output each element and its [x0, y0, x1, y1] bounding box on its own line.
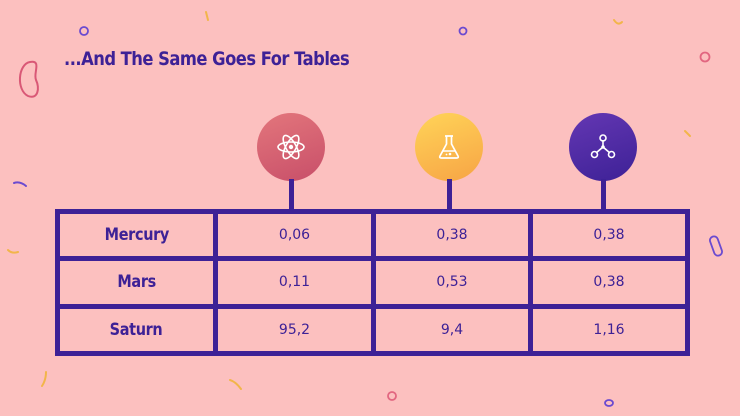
row-label-cell: Mercury — [55, 208, 218, 262]
table-cell: 0,38 — [528, 208, 690, 262]
table-row: Mercury 0,06 0,38 0,38 — [55, 208, 690, 262]
molecule-icon — [590, 134, 616, 159]
row-label-cell: Mars — [55, 256, 218, 309]
row-label: Mercury — [104, 225, 169, 246]
table-cell: 0,38 — [371, 208, 533, 262]
table-row: Saturn 95,2 9,4 1,16 — [55, 303, 690, 357]
slide-title: ...And The Same Goes For Tables — [64, 48, 350, 70]
column-header-3 — [569, 113, 639, 209]
column-icon-circle — [569, 113, 637, 181]
row-label: Saturn — [110, 319, 163, 340]
table-cell: 9,4 — [371, 303, 533, 357]
column-connector — [601, 179, 606, 209]
data-table: Mercury 0,06 0,38 0,38 Mars 0,11 0,53 0,… — [55, 208, 690, 357]
flask-icon — [438, 135, 460, 159]
table-cell: 0,53 — [371, 256, 533, 309]
atom-icon — [277, 134, 305, 160]
column-connector — [289, 179, 294, 209]
table-cell: 0,11 — [213, 256, 376, 309]
table-cell: 0,06 — [213, 208, 376, 262]
column-icon-circle — [415, 113, 483, 181]
table-cell: 1,16 — [528, 303, 690, 357]
row-label: Mars — [117, 272, 156, 293]
column-icon-circle — [257, 113, 325, 181]
table-row: Mars 0,11 0,53 0,38 — [55, 256, 690, 309]
row-label-cell: Saturn — [55, 303, 218, 357]
column-header-2 — [415, 113, 485, 209]
column-connector — [447, 179, 452, 209]
column-header-1 — [257, 113, 327, 209]
table-cell: 0,38 — [528, 256, 690, 309]
table-cell: 95,2 — [213, 303, 376, 357]
